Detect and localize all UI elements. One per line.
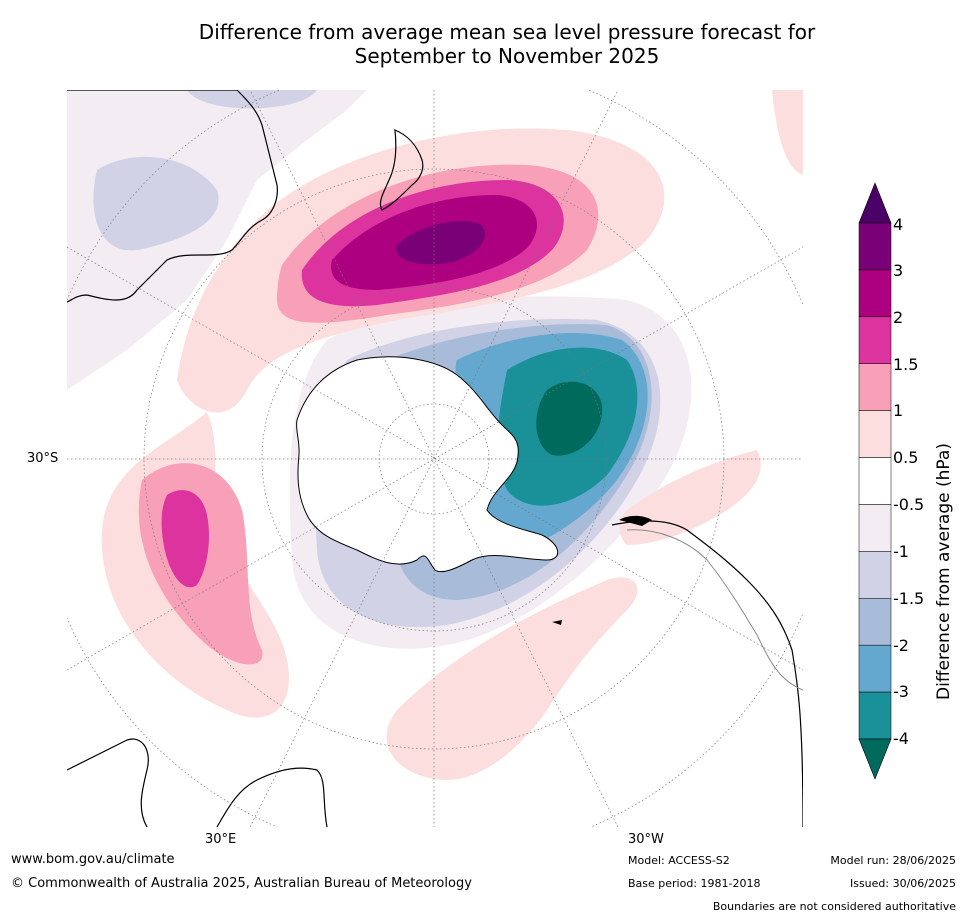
- colorbar-label-neg-1: -1: [893, 542, 909, 561]
- colorbar-label-neg-0-5: -0.5: [893, 495, 925, 514]
- colorbar-title-text: Difference from average (hPa): [934, 443, 954, 700]
- title-line-2: September to November 2025: [354, 44, 660, 68]
- colorbar-box: [858, 457, 892, 505]
- new-zealand: [379, 129, 424, 211]
- colorbar-label-1-5: 1.5: [893, 355, 919, 374]
- australia-outline: [67, 90, 278, 303]
- south-america-outline: [611, 520, 803, 827]
- footer-base-period: Base period: 1981-2018: [628, 877, 761, 890]
- colorbar-box: [858, 269, 892, 318]
- colorbar-label-neg-1-5: -1.5: [893, 589, 925, 608]
- colorbar-box: [858, 316, 892, 364]
- map-canvas: [67, 90, 803, 827]
- lon-label-30e: 30°E: [205, 832, 237, 847]
- colorbar-label-neg-4: -4: [893, 729, 909, 748]
- colorbar-box: [858, 410, 892, 458]
- title-line-1: Difference from average mean sea level p…: [198, 20, 816, 44]
- colorbar-label-neg-2: -2: [893, 636, 909, 655]
- colorbar-box: [858, 504, 892, 552]
- footer-model: Model: ACCESS-S2: [628, 854, 730, 867]
- colorbar-label-2: 2: [893, 308, 904, 327]
- colorbar-box: [858, 222, 892, 271]
- graticule: [67, 90, 803, 827]
- colorbar-box: [858, 644, 892, 693]
- colorbar-svg: [858, 182, 892, 780]
- anomaly-pos-weak-atlantic: [386, 577, 638, 780]
- colorbar-boxes: [858, 222, 892, 740]
- map-title: Difference from average mean sea level p…: [67, 20, 947, 68]
- footer-issued: Issued: 30/06/2025: [849, 877, 956, 890]
- colorbar-label-neg-3: -3: [893, 682, 909, 701]
- colorbar-top-arrow: [858, 182, 892, 224]
- footer-copyright: © Commonwealth of Australia 2025, Austra…: [11, 876, 472, 891]
- lon-label-30w: 30°W: [628, 832, 664, 847]
- island-chile-tip: [619, 515, 652, 526]
- footer-model-run: Model run: 28/06/2025: [830, 854, 956, 867]
- anomaly-neg-4: [536, 381, 603, 456]
- footer-url: www.bom.gov.au/climate: [11, 852, 175, 867]
- lat-label-30s: 30°S: [27, 451, 59, 466]
- colorbar-box: [858, 551, 892, 599]
- anomaly-pos-15-west: [161, 490, 209, 588]
- south-america-border: [626, 529, 803, 691]
- colorbar-label-1: 1: [893, 401, 904, 420]
- anomaly-pos-weak-ne-corner: [772, 90, 803, 175]
- colorbar-box: [858, 598, 892, 646]
- colorbar-box: [858, 691, 892, 740]
- antarctica: [296, 356, 559, 573]
- anomaly-neg-weak-top: [187, 90, 317, 109]
- colorbar-label-0-5: 0.5: [893, 448, 919, 467]
- colorbar-label-3: 3: [893, 261, 904, 280]
- colorbar-bottom-arrow: [858, 738, 892, 780]
- colorbar: 4 3 2 1.5 1 0.5 -0.5 -1 -1.5 -2 -3 -4: [850, 180, 965, 780]
- footer-disclaimer: Boundaries are not considered authoritat…: [712, 900, 956, 913]
- pressure-anomaly-map: [67, 90, 803, 827]
- africa-outline: [67, 738, 328, 827]
- colorbar-box: [858, 363, 892, 411]
- anomaly-pos-3-nz: [396, 221, 486, 265]
- anomaly-neg-weak-north: [93, 156, 219, 251]
- colorbar-label-4: 4: [893, 215, 904, 234]
- island-atlantic: [552, 620, 562, 625]
